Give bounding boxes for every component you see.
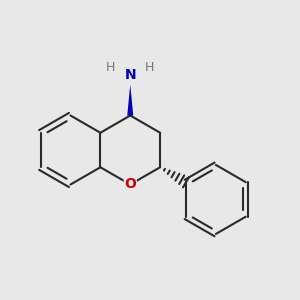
- Polygon shape: [127, 84, 133, 116]
- Text: H: H: [106, 61, 116, 74]
- Text: H: H: [145, 61, 154, 74]
- Text: O: O: [124, 178, 136, 191]
- Text: N: N: [124, 68, 136, 82]
